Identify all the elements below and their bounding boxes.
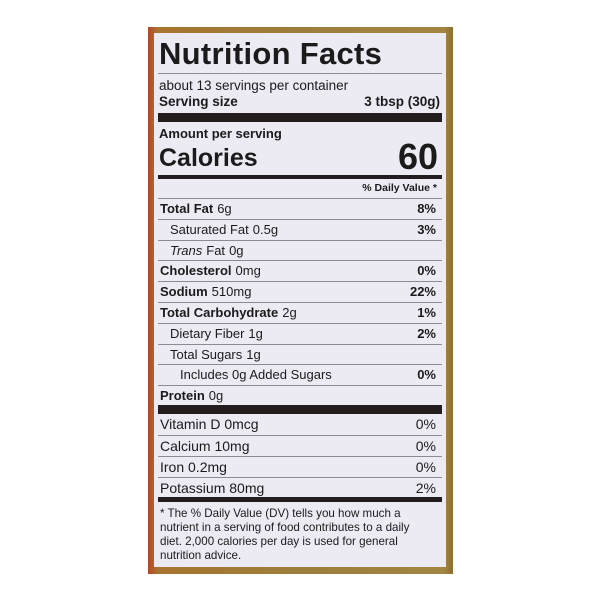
amount-per-serving: Amount per serving xyxy=(159,126,282,141)
footnote: * The % Daily Value (DV) tells you how m… xyxy=(160,507,410,562)
calories-label: Calories xyxy=(159,144,258,172)
vitamin-daily-value: 0% xyxy=(415,416,436,432)
calories-value: 60 xyxy=(397,136,438,177)
thick-divider xyxy=(158,113,442,122)
vitamin-label: Calcium 10mg xyxy=(160,438,250,454)
nutrient-name: Protein 0g xyxy=(160,386,223,406)
nutrient-row: Total Carbohydrate 2g 1% xyxy=(158,302,442,323)
nutrient-name: Dietary Fiber 1g xyxy=(170,324,263,344)
medium-divider xyxy=(158,175,442,179)
nutrient-name-text: Saturated Fat xyxy=(170,221,249,237)
vitamin-daily-value: 0% xyxy=(415,438,436,454)
nutrient-amount: 0mg xyxy=(235,263,261,279)
nutrient-name-suffix: Fat xyxy=(206,242,226,258)
nutrient-name-text: Total Sugars xyxy=(170,346,243,362)
vitamin-row: Potassium 80mg 2% xyxy=(158,477,442,498)
nutrient-daily-value: 0% xyxy=(417,263,436,279)
nutrient-name: Includes 0g Added Sugars xyxy=(180,365,332,385)
nutrient-row: Protein 0g xyxy=(158,385,442,406)
nutrient-daily-value: 1% xyxy=(417,305,436,320)
label-title: Nutrition Facts xyxy=(159,36,383,71)
nutrient-row: Trans Fat 0g xyxy=(158,239,442,261)
nutrient-daily-value: 8% xyxy=(417,201,436,216)
nutrient-daily-value: 2% xyxy=(417,325,436,341)
daily-value-header: % Daily Value * xyxy=(362,182,437,194)
nutrient-name-italic: Trans xyxy=(170,242,203,258)
nutrient-daily-value: 0% xyxy=(417,367,436,383)
nutrient-name: Total Sugars 1g xyxy=(170,345,261,365)
nutrient-amount: 0.5g xyxy=(252,221,279,237)
servings-per-container: about 13 servings per container xyxy=(159,78,349,93)
nutrition-label xyxy=(154,33,446,567)
vitamin-daily-value: 0% xyxy=(415,459,436,475)
nutrient-name-text: Total Fat xyxy=(160,201,214,216)
nutrient-name: Sodium 510mg xyxy=(160,282,251,302)
nutrient-name: Total Fat 6g xyxy=(160,199,232,219)
vitamin-label: Iron 0.2mg xyxy=(160,459,227,475)
medium-divider xyxy=(158,497,442,502)
vitamin-label: Vitamin D 0mcg xyxy=(160,416,259,432)
divider xyxy=(158,73,442,74)
nutrient-name: Cholesterol 0mg xyxy=(160,261,261,281)
thick-divider xyxy=(158,405,442,414)
nutrient-amount: 0g xyxy=(229,242,244,258)
nutrient-amount: 0g xyxy=(208,388,224,404)
nutrient-amount: 2g xyxy=(282,305,297,320)
nutrient-amount: 6g xyxy=(217,201,232,216)
nutrient-name-text: Sodium xyxy=(160,284,208,300)
serving-size-value: 3 tbsp (30g) xyxy=(364,94,440,109)
nutrient-row: Dietary Fiber 1g 2% xyxy=(158,322,442,344)
nutrient-row: Total Fat 6g 8% xyxy=(158,198,442,219)
nutrient-row: Saturated Fat 0.5g 3% xyxy=(158,218,442,240)
nutrient-amount: 510mg xyxy=(211,284,252,300)
nutrient-name: Total Carbohydrate 2g xyxy=(160,303,297,323)
vitamin-row: Calcium 10mg 0% xyxy=(158,435,442,456)
nutrient-daily-value: 3% xyxy=(417,221,436,237)
nutrient-name-text: Dietary Fiber xyxy=(170,325,245,341)
nutrient-name: Trans Fat 0g xyxy=(170,241,244,261)
nutrient-row: Sodium 510mg 22% xyxy=(158,281,442,302)
vitamin-row: Iron 0.2mg 0% xyxy=(158,456,442,477)
nutrient-row: Cholesterol 0mg 0% xyxy=(158,260,442,281)
nutrient-daily-value: 22% xyxy=(409,284,436,300)
nutrient-row: Total Sugars 1g xyxy=(158,343,442,365)
nutrient-name: Saturated Fat 0.5g xyxy=(170,220,278,240)
nutrient-amount: 1g xyxy=(246,346,261,362)
vitamin-row: Vitamin D 0mcg 0% xyxy=(158,414,442,434)
nutrient-name-text: Cholesterol xyxy=(160,263,232,279)
vitamin-daily-value: 2% xyxy=(415,480,436,496)
nutrient-name-text: Protein xyxy=(160,388,205,404)
serving-size-label: Serving size xyxy=(159,94,238,109)
nutrient-name-text: Includes 0g Added Sugars xyxy=(180,367,332,383)
nutrient-amount: 1g xyxy=(248,325,263,341)
vitamin-label: Potassium 80mg xyxy=(160,480,265,496)
nutrient-row: Includes 0g Added Sugars 0% xyxy=(158,364,442,385)
nutrient-name-text: Total Carbohydrate xyxy=(160,305,279,320)
